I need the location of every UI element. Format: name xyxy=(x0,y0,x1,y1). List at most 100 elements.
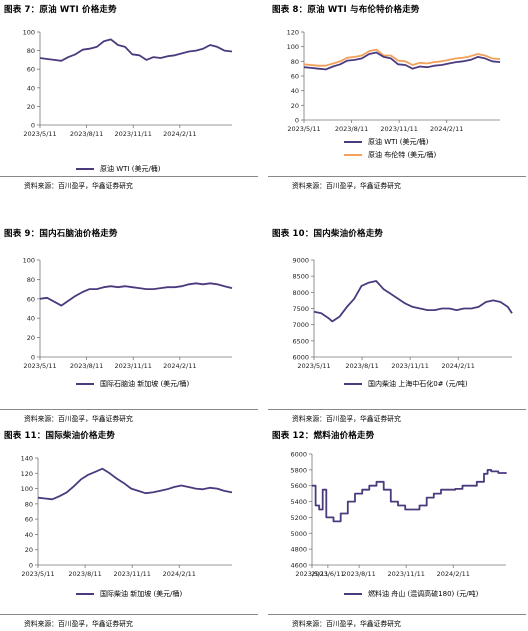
chart-area: 0 20 40 60 80 100 120 2023/5/11 2023/8/11 2023/11… xyxy=(268,20,528,155)
chart-legend: 原油 WTI (美元/桶) 原油 布伦特 (美元/桶) xyxy=(344,137,528,159)
chart-title: 图表 12：燃料油价格走势 xyxy=(272,431,375,441)
x-tick-label: 2023/11/11 xyxy=(114,362,151,370)
legend-label: 原油 WTI (美元/桶) xyxy=(368,138,429,146)
legend-label: 原油 布伦特 (美元/桶) xyxy=(368,151,437,159)
legend-swatch xyxy=(344,141,362,143)
legend-entry: 原油 WTI (美元/桶) xyxy=(344,137,528,150)
x-tick-label: 2023/5/11 xyxy=(23,362,56,370)
y-tick-label: 80 xyxy=(27,47,35,55)
chart-area: 0 20 40 60 80 100 2023/5/11 2023/8/11 2023/11/11… xyxy=(0,20,260,155)
source-note: 资料来源：百川盈孚，华鑫证券研究 xyxy=(24,415,133,423)
source-divider xyxy=(268,409,526,410)
y-tick-label: 80 xyxy=(27,276,35,284)
y-tick-label: 20 xyxy=(27,334,35,342)
legend-swatch xyxy=(76,168,94,170)
y-tick-label: 0 xyxy=(31,354,35,362)
source-divider xyxy=(0,176,258,177)
y-tick-label: 8500 xyxy=(292,273,309,281)
chart-legend: 原油 WTI (美元/桶) xyxy=(76,164,260,178)
chart-title: 图表 10：国内柴油价格走势 xyxy=(272,229,384,239)
chart-title: 图表 8：原油 WTI 与布伦特价格走势 xyxy=(272,5,420,15)
source-note: 资料来源：百川盈孚，华鑫证券研究 xyxy=(24,182,133,190)
y-tick-label: 40 xyxy=(27,315,35,323)
y-tick-label: 60 xyxy=(27,295,35,303)
series-line xyxy=(312,469,507,523)
legend-swatch xyxy=(344,593,362,595)
y-tick-label: 120 xyxy=(21,470,33,478)
chart-svg: 0 20 40 60 80 100 2023/5/11 2023/8/11 2023/11/11… xyxy=(23,29,233,138)
y-tick-label: 7000 xyxy=(292,321,309,329)
source-note: 资料来源：百川盈孚，华鑫证券研究 xyxy=(24,620,133,628)
x-tick-label: 2023/11/11 xyxy=(380,125,417,132)
x-tick-label: 2024/2/11 xyxy=(163,362,196,370)
y-tick-label: 5400 xyxy=(290,498,307,506)
series-line xyxy=(303,51,501,71)
x-tick-label: 2023/5/11 xyxy=(297,362,330,370)
panel-fuel-oil: 图表 12：燃料油价格走势 4600 4800 5000 5200 5400 5600 58… xyxy=(268,426,528,631)
y-tick-label: 60 xyxy=(291,73,299,81)
panel-domestic-diesel: 图表 10：国内柴油价格走势 6000 6500 7000 7500 8000 8500 9… xyxy=(268,224,528,429)
panel-wti-brent: 图表 8：原油 WTI 与布伦特价格走势 0 20 40 60 80 100 120 2023… xyxy=(268,0,528,205)
y-tick-label: 60 xyxy=(25,516,33,524)
panel-naphtha: 图表 9：国内石脑油价格走势 0 20 40 60 80 100 2023/5/11 2023… xyxy=(0,224,260,429)
y-tick-label: 40 xyxy=(291,87,299,95)
legend-entry: 原油 布伦特 (美元/桶) xyxy=(344,150,528,163)
source-divider xyxy=(268,614,526,615)
y-tick-label: 40 xyxy=(27,84,35,92)
chart-svg: 4600 4800 5000 5200 5400 5600 5800 6000 2023/5/1… xyxy=(290,451,507,578)
y-tick-label: 100 xyxy=(21,485,33,493)
y-tick-label: 20 xyxy=(27,103,35,111)
series-line xyxy=(37,467,233,501)
legend-label: 原油 WTI (美元/桶) xyxy=(100,165,161,173)
source-note: 资料来源：百川盈孚，华鑫证券研究 xyxy=(292,620,401,628)
x-tick-label: 2023/5/11 xyxy=(23,130,56,138)
x-tick-label: 2023/5/11 xyxy=(287,125,320,132)
y-tick-label: 0 xyxy=(31,122,35,130)
y-tick-label: 40 xyxy=(25,531,33,539)
x-tick-label: 2023/11/11 xyxy=(114,130,151,138)
y-tick-label: 6000 xyxy=(290,451,307,459)
series-line xyxy=(313,280,513,323)
y-tick-label: 5000 xyxy=(290,530,307,538)
chart-svg: 6000 6500 7000 7500 8000 8500 9000 2023/5/11 202… xyxy=(292,257,513,370)
x-tick-label: 2023/8/11 xyxy=(335,125,368,132)
x-tick-label: 2024/2/11 xyxy=(430,125,463,132)
chart-title: 图表 9：国内石脑油价格走势 xyxy=(4,229,118,239)
chart-title: 图表 7：原油 WTI 价格走势 xyxy=(4,5,117,15)
x-tick-label: 2024/2/11 xyxy=(163,130,196,138)
y-tick-label: 5600 xyxy=(290,482,307,490)
x-tick-label: 2024/2/11 xyxy=(442,362,475,370)
chart-area: 4600 4800 5000 5200 5400 5600 5800 6000 2023/5/1… xyxy=(268,446,528,581)
y-tick-label: 9000 xyxy=(292,257,309,265)
source-note: 资料来源：百川盈孚，华鑫证券研究 xyxy=(292,415,401,423)
source-divider xyxy=(0,614,258,615)
x-tick-label: 2024/2/11 xyxy=(437,570,470,578)
legend-entry: 国内柴油 上海中石化0# (元/吨) xyxy=(344,379,528,392)
x-tick-label: 2023/5/11 xyxy=(21,570,54,578)
legend-swatch xyxy=(76,383,94,385)
x-tick-label: 2023/8/11 xyxy=(68,570,101,578)
legend-swatch xyxy=(76,593,94,595)
y-tick-label: 6500 xyxy=(292,337,309,345)
y-tick-label: 4600 xyxy=(290,562,307,570)
legend-label: 国内柴油 上海中石化0# (元/吨) xyxy=(368,380,468,388)
chart-svg: 0 20 40 60 80 100 120 2023/5/11 2023/8/11 2023/11… xyxy=(287,29,501,132)
chart-svg: 0 20 40 60 80 100 120 140 2023/5/11 2023/8/11 2023… xyxy=(21,455,233,578)
x-tick-label: 2023/8/11 xyxy=(342,570,375,578)
legend-swatch xyxy=(344,154,362,156)
panel-wti: 图表 7：原油 WTI 价格走势 0 20 40 60 80 100 2023/5/11 20… xyxy=(0,0,260,205)
y-tick-label: 100 xyxy=(287,43,299,51)
legend-label: 燃料油 舟山 (混调高硫180) (元/吨) xyxy=(368,590,479,598)
chart-svg: 0 20 40 60 80 100 2023/5/11 2023/8/11 2023/11/11… xyxy=(23,257,233,370)
y-tick-label: 140 xyxy=(21,455,33,463)
panel-intl-diesel: 图表 11：国际柴油价格走势 0 20 40 60 80 100 120 140 2023/5/… xyxy=(0,426,260,631)
x-tick-label: 2023/11/11 xyxy=(113,570,150,578)
y-tick-label: 4800 xyxy=(290,546,307,554)
source-note: 资料来源：百川盈孚，华鑫证券研究 xyxy=(292,182,401,190)
y-tick-label: 8000 xyxy=(292,289,309,297)
y-tick-label: 6000 xyxy=(292,354,309,362)
legend-entry: 国际柴油 新加坡 (美元/桶) xyxy=(76,589,260,602)
y-tick-label: 0 xyxy=(29,562,33,570)
chart-title: 图表 11：国际柴油价格走势 xyxy=(4,431,116,441)
x-tick-label: 2023/6/11 xyxy=(311,570,344,578)
